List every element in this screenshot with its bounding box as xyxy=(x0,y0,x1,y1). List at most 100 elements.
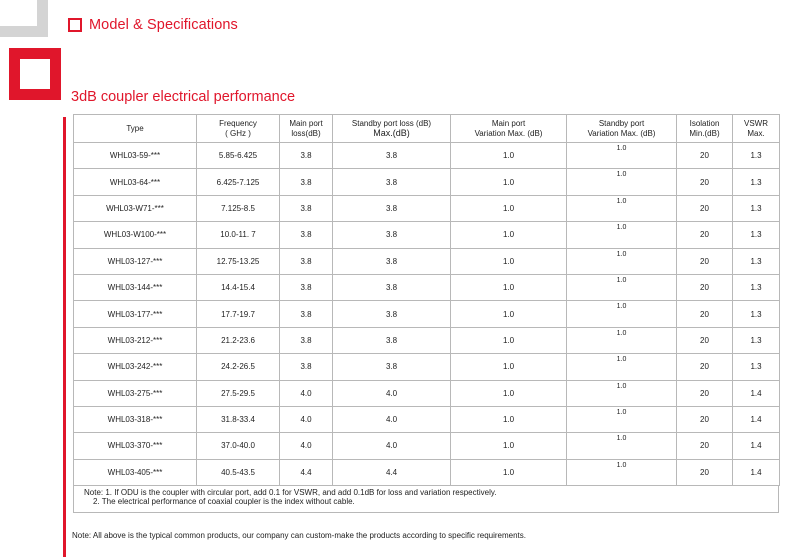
cell-main-loss: 3.8 xyxy=(279,141,333,170)
cell-value: 1.0 xyxy=(616,356,627,364)
cell-value: 37.0-40.0 xyxy=(221,441,255,451)
cell-freq: 7.125-8.5 xyxy=(196,194,280,223)
cell-value: WHL03-127-*** xyxy=(107,256,163,266)
cell-main-var: 1.0 xyxy=(450,432,567,460)
cell-main-loss: 3.8 xyxy=(279,247,333,275)
cell-type: WHL03-405-*** xyxy=(73,458,197,487)
cell-main-var: 1.0 xyxy=(450,353,567,381)
cell-freq: 21.2-23.6 xyxy=(196,326,280,355)
cell-value: 3.8 xyxy=(300,151,312,161)
cell-value: 3.8 xyxy=(385,151,398,161)
red-vertical-rule xyxy=(63,117,66,557)
cell-value: 1.0 xyxy=(502,256,515,266)
cell-value: WHL03-405-*** xyxy=(107,467,163,477)
cell-value: 4.4 xyxy=(385,467,398,477)
square-bullet-icon xyxy=(68,18,82,32)
cell-value: 1.3 xyxy=(750,203,762,213)
cell-value: 1.3 xyxy=(750,362,762,372)
cell-value: 20 xyxy=(700,177,709,187)
cell-value: 1.4 xyxy=(750,388,762,398)
cell-standby-loss: 3.8 xyxy=(332,141,451,170)
cell-main-var: 1.0 xyxy=(450,194,567,223)
cell-value: 10.0-11. 7 xyxy=(220,230,256,240)
cell-main-var: 1.0 xyxy=(450,458,567,487)
cell-standby-var: 1.0 xyxy=(566,221,677,249)
cell-main-loss: 3.8 xyxy=(279,194,333,223)
cell-type: WHL03-275-*** xyxy=(73,379,197,407)
cell-value: WHL03-318-*** xyxy=(107,415,163,425)
cell-standby-var: 1.0 xyxy=(566,247,677,275)
cell-value: 4.0 xyxy=(385,415,398,425)
header-standby-variation: Standby port Variation Max. (dB) xyxy=(566,114,677,143)
cell-type: WHL03-370-*** xyxy=(73,432,197,460)
cell-value: WHL03-212-*** xyxy=(107,335,163,345)
cell-value: 20 xyxy=(700,441,709,451)
cell-value: 20 xyxy=(700,335,709,345)
cell-value: 1.4 xyxy=(750,415,762,425)
cell-value: WHL03-64-*** xyxy=(109,177,161,187)
table-row: WHL03-W71-*** 7.125-8.5 3.8 3.8 1.0 1.0 20 1.3 xyxy=(73,194,780,223)
cell-standby-loss: 3.8 xyxy=(332,168,451,196)
section-title: Model & Specifications xyxy=(89,17,238,33)
header-isolation: Isolation Min.(dB) xyxy=(676,114,733,143)
cell-isolation: 20 xyxy=(676,458,733,487)
cell-value: 20 xyxy=(700,230,709,240)
cell-standby-loss: 4.0 xyxy=(332,379,451,407)
cell-freq: 14.4-15.4 xyxy=(196,273,280,302)
cell-isolation: 20 xyxy=(676,300,733,328)
cell-value: 21.2-23.6 xyxy=(221,335,255,345)
cell-value: WHL03-242-*** xyxy=(107,362,163,372)
header-standby-loss: Standby port loss (dB) Max.(dB) xyxy=(332,114,451,143)
cell-main-loss: 4.0 xyxy=(279,379,333,407)
cell-standby-loss: 4.0 xyxy=(332,405,451,434)
header-main-variation: Main port Variation Max. (dB) xyxy=(450,114,567,143)
footer-note: Note: All above is the typical common pr… xyxy=(72,531,526,540)
cell-isolation: 20 xyxy=(676,326,733,355)
cell-vswr: 1.4 xyxy=(732,379,780,407)
cell-standby-var: 1.0 xyxy=(566,141,677,170)
cell-vswr: 1.3 xyxy=(732,300,780,328)
cell-vswr: 1.4 xyxy=(732,432,780,460)
cell-isolation: 20 xyxy=(676,379,733,407)
table-header-row: Type Frequency( GHz ) Main port loss(dB) … xyxy=(73,114,780,143)
cell-value: 1.0 xyxy=(616,197,627,205)
cell-standby-loss: 3.8 xyxy=(332,221,451,249)
subsection-title: 3dB coupler electrical performance xyxy=(71,89,296,105)
cell-value: 4.0 xyxy=(300,388,312,398)
cell-value: 1.0 xyxy=(502,151,515,161)
cell-value: 14.4-15.4 xyxy=(221,283,255,293)
cell-standby-var: 1.0 xyxy=(566,273,677,302)
cell-main-loss: 3.8 xyxy=(279,221,333,249)
cell-vswr: 1.3 xyxy=(732,141,780,170)
cell-value: 4.0 xyxy=(385,441,398,451)
spec-table: Type Frequency( GHz ) Main port loss(dB) … xyxy=(73,114,780,487)
table-row: WHL03-318-*** 31.8-33.4 4.0 4.0 1.0 1.0 20 1.4 xyxy=(73,405,780,434)
cell-standby-var: 1.0 xyxy=(566,353,677,381)
cell-value: 20 xyxy=(700,203,709,213)
table-row: WHL03-242-*** 24.2-26.5 3.8 3.8 1.0 1.0 20 1.3 xyxy=(73,353,780,381)
cell-standby-loss: 3.8 xyxy=(332,353,451,381)
table-row: WHL03-144-*** 14.4-15.4 3.8 3.8 1.0 1.0 20 1.3 xyxy=(73,273,780,302)
spec-table-body: WHL03-59-*** 5.85-6.425 3.8 3.8 1.0 1.0 20 1.3 W… xyxy=(73,141,780,487)
decorative-gray-square xyxy=(0,0,48,37)
cell-type: WHL03-212-*** xyxy=(73,326,197,355)
cell-value: 1.0 xyxy=(616,276,627,284)
cell-main-loss: 4.4 xyxy=(279,458,333,487)
decorative-red-square xyxy=(9,48,61,100)
cell-value: 1.0 xyxy=(616,171,627,179)
cell-value: 3.8 xyxy=(385,177,398,187)
table-note-line-1: Note: 1. If ODU is the coupler with circ… xyxy=(84,488,497,497)
cell-value: 3.8 xyxy=(300,362,312,372)
cell-value: 1.0 xyxy=(616,408,627,416)
cell-value: 4.4 xyxy=(300,467,312,477)
cell-freq: 5.85-6.425 xyxy=(196,141,280,170)
cell-value: 1.4 xyxy=(750,441,762,451)
cell-value: 20 xyxy=(700,256,709,266)
cell-value: 4.0 xyxy=(300,415,312,425)
cell-standby-loss: 3.8 xyxy=(332,300,451,328)
cell-standby-loss: 3.8 xyxy=(332,273,451,302)
cell-standby-loss: 3.8 xyxy=(332,326,451,355)
cell-value: 3.8 xyxy=(385,230,398,240)
cell-freq: 10.0-11. 7 xyxy=(196,221,280,249)
cell-main-var: 1.0 xyxy=(450,247,567,275)
